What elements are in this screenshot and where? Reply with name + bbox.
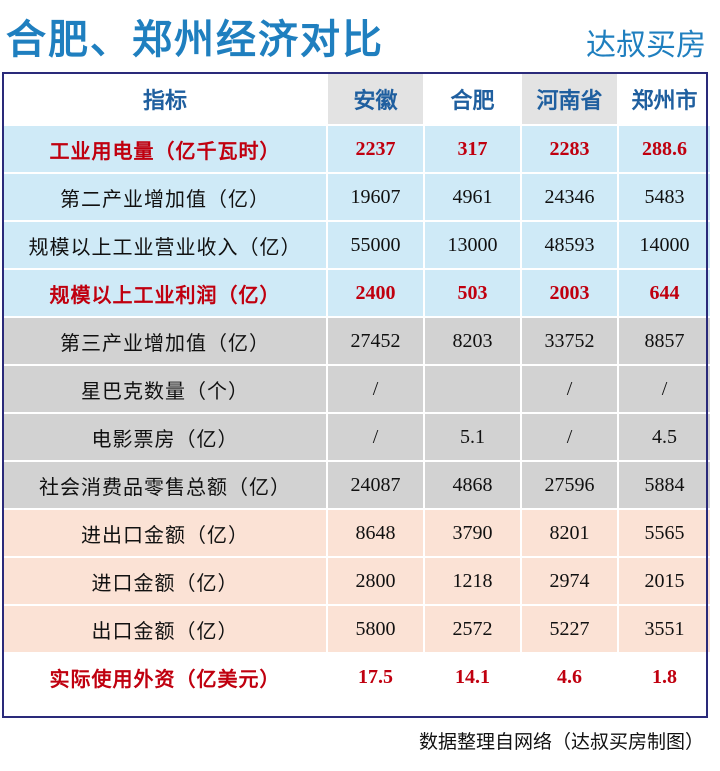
cell-hefei: 5.1 [423, 412, 522, 462]
cell-henan: 2974 [520, 556, 619, 606]
table-row: 社会消费品零售总额（亿） 24087 4868 27596 5884 [2, 460, 712, 510]
cell-zhengzhou: / [617, 364, 712, 414]
cell-anhui: 27452 [326, 316, 425, 366]
cell-henan: 24346 [520, 172, 619, 222]
cell-hefei: 2572 [423, 604, 522, 654]
row-label: 星巴克数量（个） [2, 364, 328, 414]
cell-anhui: 2400 [326, 268, 425, 318]
cell-anhui: 2800 [326, 556, 425, 606]
cell-henan: / [520, 364, 619, 414]
row-label: 出口金额（亿） [2, 604, 328, 654]
cell-zhengzhou: 288.6 [617, 124, 712, 174]
cell-hefei: 503 [423, 268, 522, 318]
comparison-table: 指标 安徽 合肥 河南省 郑州市 工业用电量（亿千瓦时） 2237 317 2283 2… [2, 72, 712, 702]
table-body: 工业用电量（亿千瓦时） 2237 317 2283 288.6 第二产业增加值（亿） 196… [2, 124, 712, 702]
cell-zhengzhou: 14000 [617, 220, 712, 270]
header-anhui: 安徽 [326, 72, 425, 126]
cell-zhengzhou: 644 [617, 268, 712, 318]
cell-anhui: 17.5 [326, 652, 425, 702]
row-label: 社会消费品零售总额（亿） [2, 460, 328, 510]
cell-hefei [423, 364, 522, 414]
cell-henan: / [520, 412, 619, 462]
table-row: 规模以上工业营业收入（亿） 55000 13000 48593 14000 [2, 220, 712, 270]
row-label: 电影票房（亿） [2, 412, 328, 462]
cell-zhengzhou: 5565 [617, 508, 712, 558]
cell-hefei: 4961 [423, 172, 522, 222]
header-hefei: 合肥 [423, 72, 522, 126]
cell-zhengzhou: 4.5 [617, 412, 712, 462]
cell-anhui: / [326, 412, 425, 462]
header-henan: 河南省 [520, 72, 619, 126]
brand-label: 达叔买房 [586, 28, 706, 63]
row-label: 规模以上工业利润（亿） [2, 268, 328, 318]
cell-zhengzhou: 5483 [617, 172, 712, 222]
cell-hefei: 4868 [423, 460, 522, 510]
table-row: 电影票房（亿）/5.1/4.5 [2, 412, 712, 462]
row-label: 规模以上工业营业收入（亿） [2, 220, 328, 270]
cell-henan: 48593 [520, 220, 619, 270]
cell-anhui: 2237 [326, 124, 425, 174]
cell-hefei: 317 [423, 124, 522, 174]
cell-hefei: 1218 [423, 556, 522, 606]
table-row: 出口金额（亿） 5800 2572 5227 3551 [2, 604, 712, 654]
cell-anhui: 5800 [326, 604, 425, 654]
cell-hefei: 3790 [423, 508, 522, 558]
cell-henan: 5227 [520, 604, 619, 654]
cell-anhui: / [326, 364, 425, 414]
cell-hefei: 8203 [423, 316, 522, 366]
table-row: 实际使用外资（亿美元） 17.5 14.1 4.6 1.8 [2, 652, 712, 702]
table-row: 进出口金额（亿） 8648 3790 8201 5565 [2, 508, 712, 558]
cell-anhui: 8648 [326, 508, 425, 558]
cell-hefei: 14.1 [423, 652, 522, 702]
row-label: 第三产业增加值（亿） [2, 316, 328, 366]
cell-anhui: 24087 [326, 460, 425, 510]
cell-henan: 27596 [520, 460, 619, 510]
row-label: 进出口金额（亿） [2, 508, 328, 558]
cell-anhui: 55000 [326, 220, 425, 270]
cell-anhui: 19607 [326, 172, 425, 222]
cell-henan: 33752 [520, 316, 619, 366]
table-row: 规模以上工业利润（亿） 2400 503 2003 644 [2, 268, 712, 318]
row-label: 第二产业增加值（亿） [2, 172, 328, 222]
header-indicator: 指标 [2, 72, 328, 126]
table-row: 工业用电量（亿千瓦时） 2237 317 2283 288.6 [2, 124, 712, 174]
table-row: 进口金额（亿） 2800 1218 2974 2015 [2, 556, 712, 606]
cell-zhengzhou: 3551 [617, 604, 712, 654]
row-label: 工业用电量（亿千瓦时） [2, 124, 328, 174]
cell-zhengzhou: 2015 [617, 556, 712, 606]
cell-zhengzhou: 8857 [617, 316, 712, 366]
header-zhengzhou: 郑州市 [617, 72, 712, 126]
page-title: 合肥、郑州经济对比 [6, 17, 384, 63]
cell-hefei: 13000 [423, 220, 522, 270]
cell-henan: 2003 [520, 268, 619, 318]
cell-zhengzhou: 1.8 [617, 652, 712, 702]
table-row: 星巴克数量（个） / / / [2, 364, 712, 414]
cell-henan: 8201 [520, 508, 619, 558]
table-header-row: 指标 安徽 合肥 河南省 郑州市 [2, 72, 712, 126]
table-row: 第二产业增加值（亿） 19607 4961 24346 5483 [2, 172, 712, 222]
table-row: 第三产业增加值（亿） 27452 8203 33752 8857 [2, 316, 712, 366]
cell-henan: 2283 [520, 124, 619, 174]
row-label: 实际使用外资（亿美元） [2, 652, 328, 702]
cell-henan: 4.6 [520, 652, 619, 702]
cell-zhengzhou: 5884 [617, 460, 712, 510]
source-note: 数据整理自网络（达叔买房制图） [418, 731, 704, 753]
row-label: 进口金额（亿） [2, 556, 328, 606]
